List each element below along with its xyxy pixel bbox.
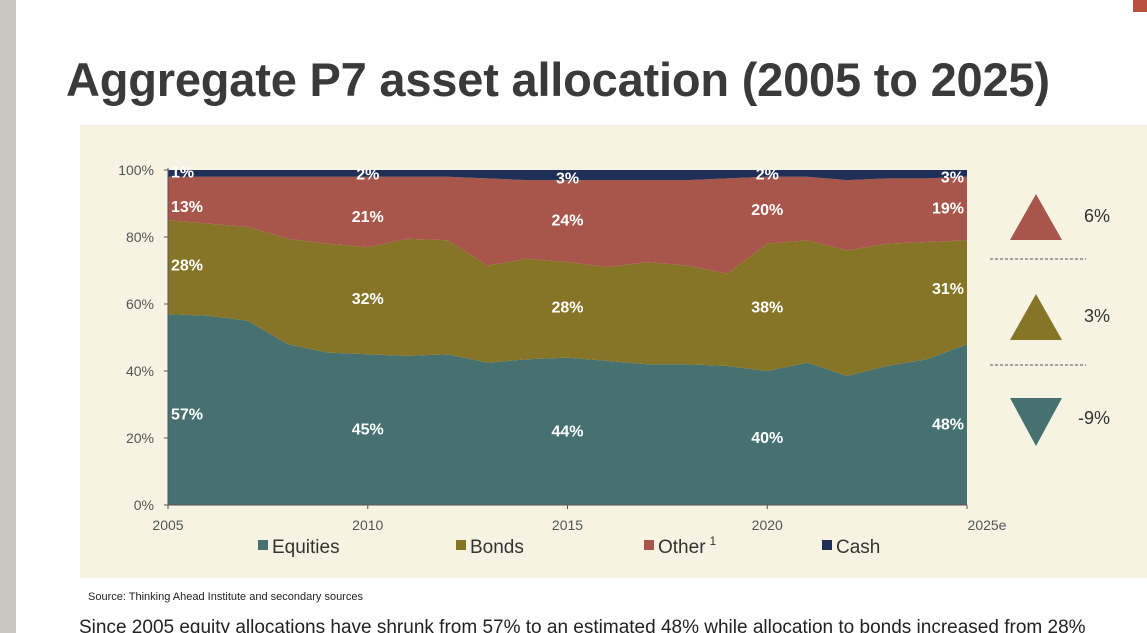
data-label-other: 21%	[352, 209, 384, 226]
x-tick-label: 2020	[752, 517, 783, 533]
data-label-other: 20%	[751, 202, 783, 219]
triangle-down-icon	[1010, 398, 1062, 446]
area-other	[168, 176, 967, 274]
legend-item-other: Other 1	[644, 534, 717, 558]
data-label-equities: 44%	[551, 423, 583, 440]
y-tick-label: 0%	[134, 497, 154, 513]
triangle-up-icon	[1010, 294, 1062, 340]
legend-swatch	[822, 540, 832, 550]
legend-label: Equities	[272, 537, 340, 558]
data-label-bonds: 28%	[171, 257, 203, 274]
data-label-bonds: 28%	[551, 299, 583, 316]
y-tick-label: 20%	[126, 430, 154, 446]
change-value-bonds: 3%	[1084, 306, 1110, 326]
legend-item-equities: Equities	[258, 537, 340, 558]
change-value-other: 6%	[1084, 206, 1110, 226]
data-label-cash: 3%	[556, 170, 579, 187]
data-label-other: 19%	[932, 201, 964, 218]
triangle-up-icon	[1010, 194, 1062, 240]
x-tick-label: 2005	[152, 517, 183, 533]
data-label-equities: 45%	[352, 422, 384, 439]
data-label-cash: 2%	[356, 166, 379, 183]
x-tick-label: 2015	[552, 517, 583, 533]
legend-label: Other 1	[658, 534, 717, 558]
left-border	[0, 0, 16, 633]
change-value-equities: -9%	[1078, 408, 1110, 428]
x-tick-label: 2010	[352, 517, 383, 533]
data-label-cash: 2%	[756, 166, 779, 183]
area-cash	[168, 170, 967, 181]
y-tick-label: 80%	[126, 229, 154, 245]
data-label-equities: 48%	[932, 417, 964, 434]
data-label-other: 13%	[171, 199, 203, 216]
data-label-bonds: 32%	[352, 291, 384, 308]
caption-text: Since 2005 equity allocations have shrun…	[79, 617, 1086, 633]
data-label-cash: 1%	[171, 165, 194, 182]
x-tick-label: 2025e	[968, 517, 1007, 533]
legend-swatch	[456, 540, 466, 550]
data-label-bonds: 31%	[932, 281, 964, 298]
source-note: Source: Thinking Ahead Institute and sec…	[88, 591, 363, 603]
legend-item-bonds: Bonds	[456, 537, 524, 558]
y-tick-label: 60%	[126, 296, 154, 312]
data-label-equities: 57%	[171, 407, 203, 424]
legend-swatch	[258, 540, 268, 550]
data-label-bonds: 38%	[751, 299, 783, 316]
y-tick-label: 40%	[126, 363, 154, 379]
legend-label: Cash	[836, 537, 880, 558]
data-label-equities: 40%	[751, 430, 783, 447]
legend-label: Bonds	[470, 537, 524, 558]
data-label-other: 24%	[551, 212, 583, 229]
corner-mark	[1133, 0, 1147, 12]
area-bonds	[168, 220, 967, 376]
area-equities	[168, 314, 967, 505]
legend-footnote-marker: 1	[710, 534, 717, 548]
legend-swatch	[644, 540, 654, 550]
legend-item-cash: Cash	[822, 537, 880, 558]
y-tick-label: 100%	[118, 162, 154, 178]
page-title: Aggregate P7 asset allocation (2005 to 2…	[66, 53, 1050, 106]
data-label-cash: 3%	[941, 169, 964, 186]
